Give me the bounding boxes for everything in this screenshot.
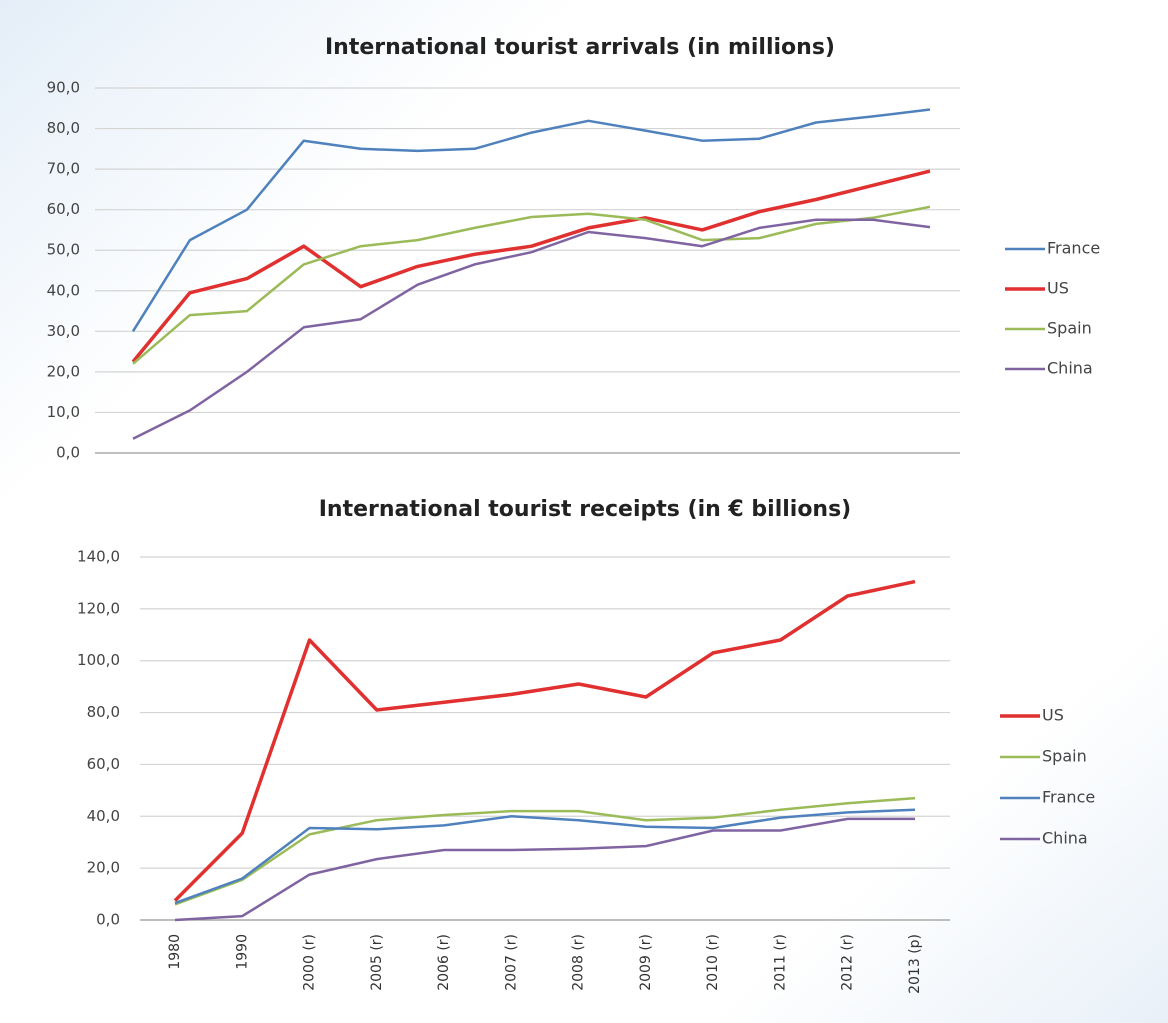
series-line: [173, 579, 916, 902]
x-tick-label: 2012 (r): [840, 934, 856, 991]
chart-title: International tourist receipts (in € bil…: [319, 497, 852, 522]
y-tick-label: 80,0: [87, 703, 120, 721]
x-tick-label: 2005 (r): [369, 934, 385, 991]
legend-label: France: [1047, 239, 1100, 258]
y-tick-label: 20,0: [47, 362, 80, 380]
y-tick-label: 40,0: [87, 807, 120, 825]
legend-label: US: [1047, 279, 1069, 298]
series-line: [132, 205, 931, 365]
y-tick-label: 10,0: [47, 403, 80, 421]
x-tick-label: 2011 (r): [772, 934, 788, 991]
y-tick-label: 60,0: [87, 755, 120, 773]
series-line: [174, 808, 916, 905]
x-tick-label: 2010 (r): [705, 934, 721, 991]
chart-title: International tourist arrivals (in milli…: [325, 35, 835, 60]
y-tick-label: 100,0: [77, 651, 120, 669]
x-tick-label: 2013 (p): [907, 934, 923, 994]
y-tick-label: 140,0: [77, 548, 120, 566]
y-tick-label: 50,0: [47, 241, 80, 259]
y-tick-label: 0,0: [96, 911, 120, 929]
legend-label: China: [1047, 359, 1093, 378]
legend-label: US: [1042, 706, 1064, 725]
legend-label: Spain: [1042, 747, 1087, 766]
y-tick-label: 80,0: [47, 119, 80, 137]
legend-label: China: [1042, 829, 1088, 848]
y-tick-label: 20,0: [87, 859, 120, 877]
series-line: [131, 169, 931, 363]
legend-label: France: [1042, 788, 1095, 807]
x-tick-label: 2009 (r): [638, 934, 654, 991]
x-tick-label: 2007 (r): [503, 934, 519, 991]
y-tick-label: 120,0: [77, 599, 120, 617]
x-tick-label: 1990: [234, 934, 250, 970]
y-tick-label: 30,0: [47, 322, 80, 340]
x-tick-label: 2000 (r): [302, 934, 318, 991]
series-line: [132, 218, 931, 440]
y-tick-label: 40,0: [47, 281, 80, 299]
x-tick-label: 2008 (r): [571, 934, 587, 991]
y-tick-label: 0,0: [56, 444, 80, 462]
x-tick-label: 1980: [167, 934, 183, 970]
legend-label: Spain: [1047, 319, 1092, 338]
y-tick-label: 70,0: [47, 160, 80, 178]
series-line: [174, 817, 915, 922]
y-tick-label: 90,0: [47, 79, 80, 97]
x-tick-label: 2006 (r): [436, 934, 452, 991]
series-line: [131, 108, 931, 332]
y-tick-label: 60,0: [47, 200, 80, 218]
series-line: [174, 796, 916, 906]
